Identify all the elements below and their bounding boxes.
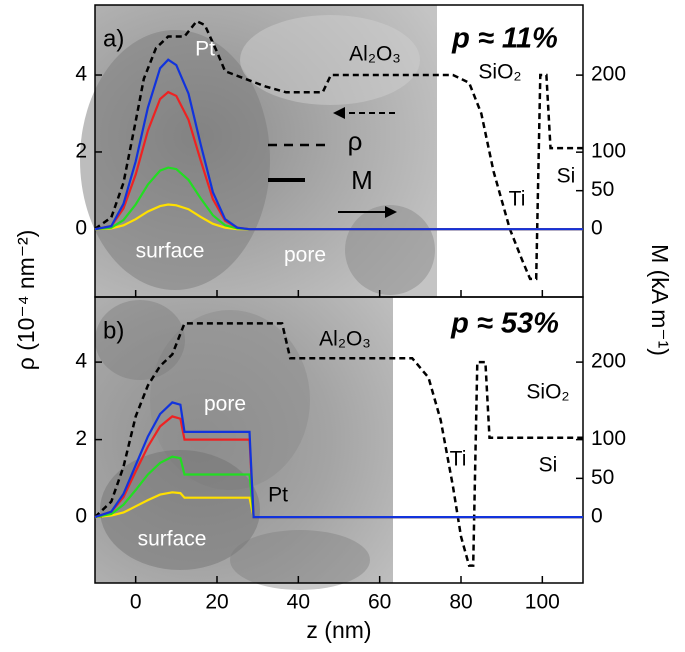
annotation: surface	[136, 240, 205, 263]
x-tick-label: 0	[130, 591, 142, 614]
arrow-head	[333, 107, 345, 119]
magnetization-line	[94, 491, 583, 519]
x-tick-label: 60	[368, 591, 391, 614]
x-tick-label: 20	[205, 591, 228, 614]
magnetization-line	[94, 455, 583, 519]
y2-tick-label: 50	[591, 178, 614, 201]
x-tick-label: 100	[525, 591, 560, 614]
density-line	[94, 19, 583, 281]
x-tick-label: 40	[287, 591, 310, 614]
y-tick-label: 4	[75, 350, 87, 373]
annotation: SiO₂	[478, 61, 521, 84]
annotation: pore	[284, 244, 326, 267]
panel-label: b)	[103, 317, 124, 344]
y2-tick-label: 100	[591, 140, 626, 163]
y2-tick-label: 200	[591, 63, 626, 86]
arrow-head	[385, 206, 397, 218]
magnetization-line	[94, 166, 583, 231]
x-axis-label: z (nm)	[306, 617, 371, 643]
y2-tick-label: 0	[591, 505, 603, 528]
annotation: surface	[138, 528, 207, 551]
panel-label: a)	[103, 25, 124, 52]
annotation: Si	[557, 165, 576, 188]
annotation: Pt	[195, 38, 215, 61]
annotation: p ≈ 11%	[451, 23, 558, 55]
annotation: Ti	[450, 448, 467, 471]
y2-tick-label: 100	[591, 427, 626, 450]
y2-tick-label: 200	[591, 350, 626, 373]
y-tick-label: 2	[75, 140, 87, 163]
y-tick-label: 0	[75, 216, 87, 239]
annotation: p ≈ 53%	[450, 308, 559, 340]
annotation: Al₂O₃	[349, 43, 401, 66]
annotation: pore	[204, 393, 246, 416]
y2-tick-label: 50	[591, 466, 614, 489]
y-tick-label: 2	[75, 427, 87, 450]
density-line	[94, 322, 583, 567]
magnetization-line	[94, 58, 583, 231]
annotation: SiO₂	[526, 381, 569, 404]
annotation: Ti	[509, 188, 526, 211]
y2-axis-label: M (kA m⁻¹)	[647, 244, 673, 356]
legend-label: ρ	[348, 126, 363, 156]
x-tick-label: 80	[449, 591, 472, 614]
y-axis-label: ρ (10⁻⁴ nm⁻²)	[13, 230, 39, 371]
tem-image	[80, 5, 437, 590]
y-tick-label: 4	[75, 63, 87, 86]
magnetization-line	[94, 203, 583, 231]
annotation: Si	[539, 454, 558, 477]
magnetization-line	[94, 401, 583, 519]
annotation: Pt	[268, 484, 288, 507]
y-tick-label: 0	[75, 505, 87, 528]
y2-tick-label: 0	[591, 217, 603, 240]
legend-label: M	[351, 165, 373, 195]
annotation: Al₂O₃	[319, 328, 371, 351]
